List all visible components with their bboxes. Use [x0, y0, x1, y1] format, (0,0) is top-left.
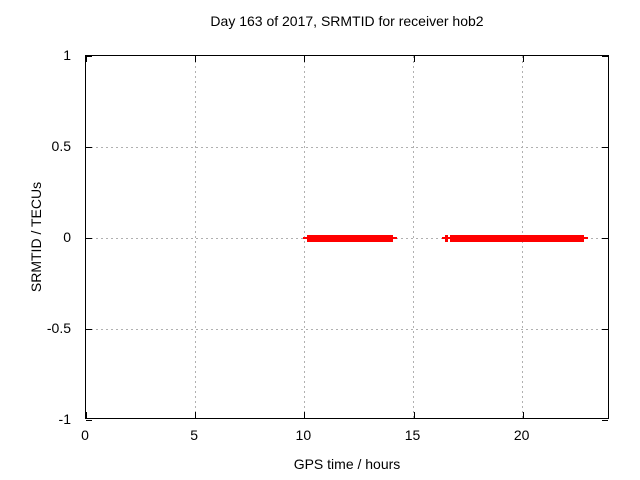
- x-tick-label: 10: [295, 427, 312, 443]
- y-tick-label: 0: [63, 229, 71, 245]
- grid-line-horizontal: [86, 328, 610, 330]
- data-segment: [306, 234, 393, 242]
- x-tick-label: 0: [81, 427, 89, 443]
- y-tick-label: -0.5: [46, 320, 71, 336]
- plot-area: [85, 55, 610, 421]
- x-tick-mark-bottom: [304, 412, 305, 418]
- y-tick-mark-right: [602, 56, 608, 57]
- x-tick-mark-bottom: [414, 412, 415, 418]
- data-point-marker: [444, 234, 448, 242]
- grid-line-horizontal: [86, 146, 610, 148]
- x-tick-mark-bottom: [86, 412, 87, 418]
- y-tick-label: 1: [63, 47, 71, 63]
- y-tick-label: -1: [58, 411, 71, 427]
- x-tick-label: 20: [513, 427, 530, 443]
- y-tick-mark-right: [602, 238, 608, 239]
- chart-title: Day 163 of 2017, SRMTID for receiver hob…: [210, 13, 484, 29]
- x-tick-label: 15: [404, 427, 421, 443]
- y-tick-mark-left: [86, 56, 92, 57]
- data-segment: [449, 234, 584, 242]
- y-tick-mark-left: [86, 147, 92, 148]
- x-tick-label: 5: [190, 427, 199, 443]
- y-tick-mark-right: [602, 329, 608, 330]
- y-tick-mark-left: [86, 420, 92, 421]
- y-tick-mark-right: [602, 147, 608, 148]
- y-tick-mark-left: [86, 238, 92, 239]
- x-tick-mark-bottom: [195, 412, 196, 418]
- x-tick-mark-top: [304, 56, 305, 62]
- x-axis-label: GPS time / hours: [293, 456, 401, 472]
- x-tick-mark-top: [523, 56, 524, 62]
- x-tick-mark-bottom: [523, 412, 524, 418]
- y-tick-label: 0.5: [51, 138, 71, 154]
- x-tick-mark-top: [195, 56, 196, 62]
- y-tick-mark-right: [602, 420, 608, 421]
- y-tick-mark-left: [86, 329, 92, 330]
- x-tick-mark-top: [86, 56, 87, 62]
- x-tick-mark-top: [414, 56, 415, 62]
